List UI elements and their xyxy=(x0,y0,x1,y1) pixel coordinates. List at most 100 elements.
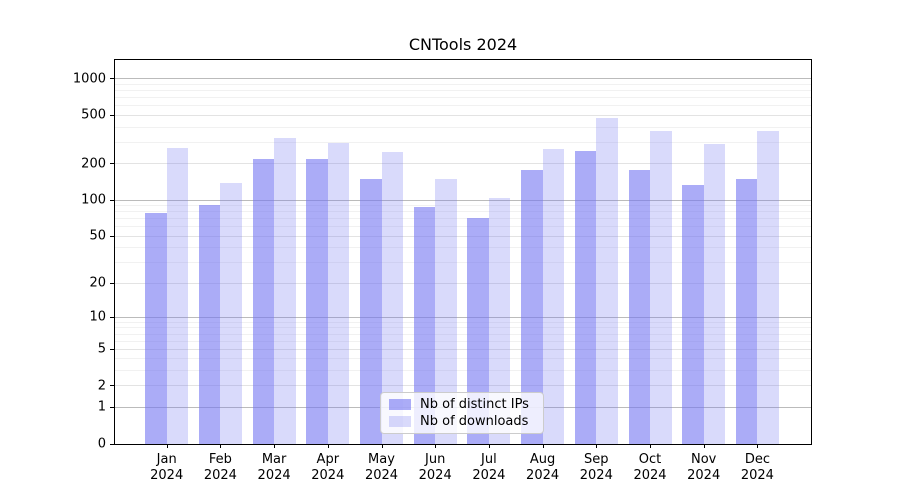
x-tick-nov xyxy=(703,444,705,448)
bar-downloads-feb xyxy=(220,182,242,444)
x-tick-feb xyxy=(220,444,222,448)
y-tick-500 xyxy=(110,114,115,116)
y-tick-label-1: 1 xyxy=(97,399,106,415)
y-tick-label-5: 5 xyxy=(97,341,106,357)
y-tick-10 xyxy=(110,316,115,318)
y-tick-5 xyxy=(110,348,115,350)
x-tick-mar xyxy=(274,444,276,448)
x-tick-sep xyxy=(596,444,598,448)
legend: Nb of distinct IPs Nb of downloads xyxy=(380,392,544,434)
bar-downloads-jun xyxy=(435,178,457,444)
bars-layer xyxy=(115,60,811,444)
gridline-5 xyxy=(115,348,811,350)
x-tick-label-aug: Aug 2024 xyxy=(526,452,560,483)
bar-downloads-aug xyxy=(542,148,565,444)
bar-distinct-ips-oct xyxy=(628,169,650,444)
y-tick-label-500: 500 xyxy=(81,107,106,123)
gridline-minor-40 xyxy=(115,247,811,249)
gridline-500 xyxy=(115,114,811,116)
x-tick-may xyxy=(381,444,383,448)
y-tick-1 xyxy=(110,406,115,408)
bar-distinct-ips-dec xyxy=(735,178,758,444)
x-tick-label-oct: Oct 2024 xyxy=(633,452,667,483)
y-tick-label-200: 200 xyxy=(81,156,106,172)
x-tick-oct xyxy=(650,444,651,448)
bar-downloads-may xyxy=(381,152,403,444)
x-tick-label-sep: Sep 2024 xyxy=(579,452,613,483)
gridline-minor-90 xyxy=(115,205,811,207)
bar-distinct-ips-may xyxy=(360,179,382,444)
bar-distinct-ips-jun xyxy=(413,206,436,444)
bar-downloads-jan xyxy=(166,147,189,444)
legend-item-distinct-ips: Nb of distinct IPs xyxy=(389,396,535,413)
x-tick-aug xyxy=(542,444,544,448)
plot-area: Nb of distinct IPs Nb of downloads xyxy=(114,59,812,445)
y-tick-label-20: 20 xyxy=(89,275,106,291)
legend-label-distinct-ips: Nb of distinct IPs xyxy=(420,397,529,412)
bar-downloads-nov xyxy=(703,144,726,444)
gridline-minor-70 xyxy=(115,218,811,220)
gridline-minor-600 xyxy=(115,105,811,107)
y-tick-1000 xyxy=(110,78,115,80)
y-tick-0 xyxy=(110,443,115,445)
x-tick-label-jan: Jan 2024 xyxy=(150,452,184,483)
gridline-minor-3 xyxy=(115,370,811,372)
gridline-minor-4 xyxy=(115,358,811,360)
legend-item-downloads: Nb of downloads xyxy=(389,413,535,430)
x-tick-label-may: May 2024 xyxy=(364,452,399,483)
gridline-minor-30 xyxy=(115,262,811,264)
bar-distinct-ips-nov xyxy=(682,185,704,444)
y-tick-50 xyxy=(110,235,115,237)
gridline-minor-8 xyxy=(115,327,811,329)
legend-swatch-downloads xyxy=(389,416,411,427)
bar-distinct-ips-jan xyxy=(145,213,167,444)
x-tick-label-jul: Jul 2024 xyxy=(472,452,506,483)
gridline-minor-60 xyxy=(115,226,811,228)
bar-downloads-jul xyxy=(488,197,511,444)
bar-downloads-sep xyxy=(596,118,618,444)
legend-label-downloads: Nb of downloads xyxy=(420,414,529,429)
gridline-minor-700 xyxy=(115,97,811,99)
gridline-50 xyxy=(115,235,811,237)
gridline-20 xyxy=(115,282,811,284)
x-tick-label-feb: Feb 2024 xyxy=(203,452,237,483)
gridline-100 xyxy=(115,199,811,201)
x-tick-dec xyxy=(757,444,759,448)
x-tick-label-mar: Mar 2024 xyxy=(257,452,291,483)
legend-swatch-distinct-ips xyxy=(389,399,411,410)
x-tick-label-apr: Apr 2024 xyxy=(311,452,345,483)
x-tick-jul xyxy=(488,444,490,448)
gridline-minor-6 xyxy=(115,340,811,342)
gridline-minor-300 xyxy=(115,141,811,143)
x-tick-label-jun: Jun 2024 xyxy=(418,452,452,483)
y-tick-label-0: 0 xyxy=(97,436,106,452)
bar-distinct-ips-apr xyxy=(306,159,328,444)
gridline-1000 xyxy=(115,78,811,80)
gridline-minor-80 xyxy=(115,211,811,213)
bar-distinct-ips-mar xyxy=(252,159,275,444)
bar-distinct-ips-feb xyxy=(198,205,221,444)
bar-downloads-oct xyxy=(650,130,672,444)
x-tick-jan xyxy=(166,444,168,448)
y-tick-20 xyxy=(110,282,115,284)
bar-distinct-ips-aug xyxy=(521,169,543,444)
bar-distinct-ips-sep xyxy=(574,150,597,444)
gridline-minor-7 xyxy=(115,333,811,335)
y-tick-label-50: 50 xyxy=(89,228,106,244)
gridline-minor-800 xyxy=(115,90,811,92)
y-tick-label-100: 100 xyxy=(81,192,106,208)
y-tick-200 xyxy=(110,163,115,165)
y-tick-label-2: 2 xyxy=(97,378,106,394)
gridline-10 xyxy=(115,316,811,318)
y-tick-2 xyxy=(110,385,115,387)
y-tick-label-10: 10 xyxy=(89,309,106,325)
x-tick-jun xyxy=(435,444,437,448)
gridline-2 xyxy=(115,385,811,387)
x-tick-label-nov: Nov 2024 xyxy=(687,452,721,483)
bar-distinct-ips-jul xyxy=(467,218,489,444)
bar-downloads-dec xyxy=(757,130,779,444)
gridline-minor-400 xyxy=(115,126,811,128)
gridline-minor-9 xyxy=(115,321,811,323)
x-tick-label-dec: Dec 2024 xyxy=(740,452,774,483)
